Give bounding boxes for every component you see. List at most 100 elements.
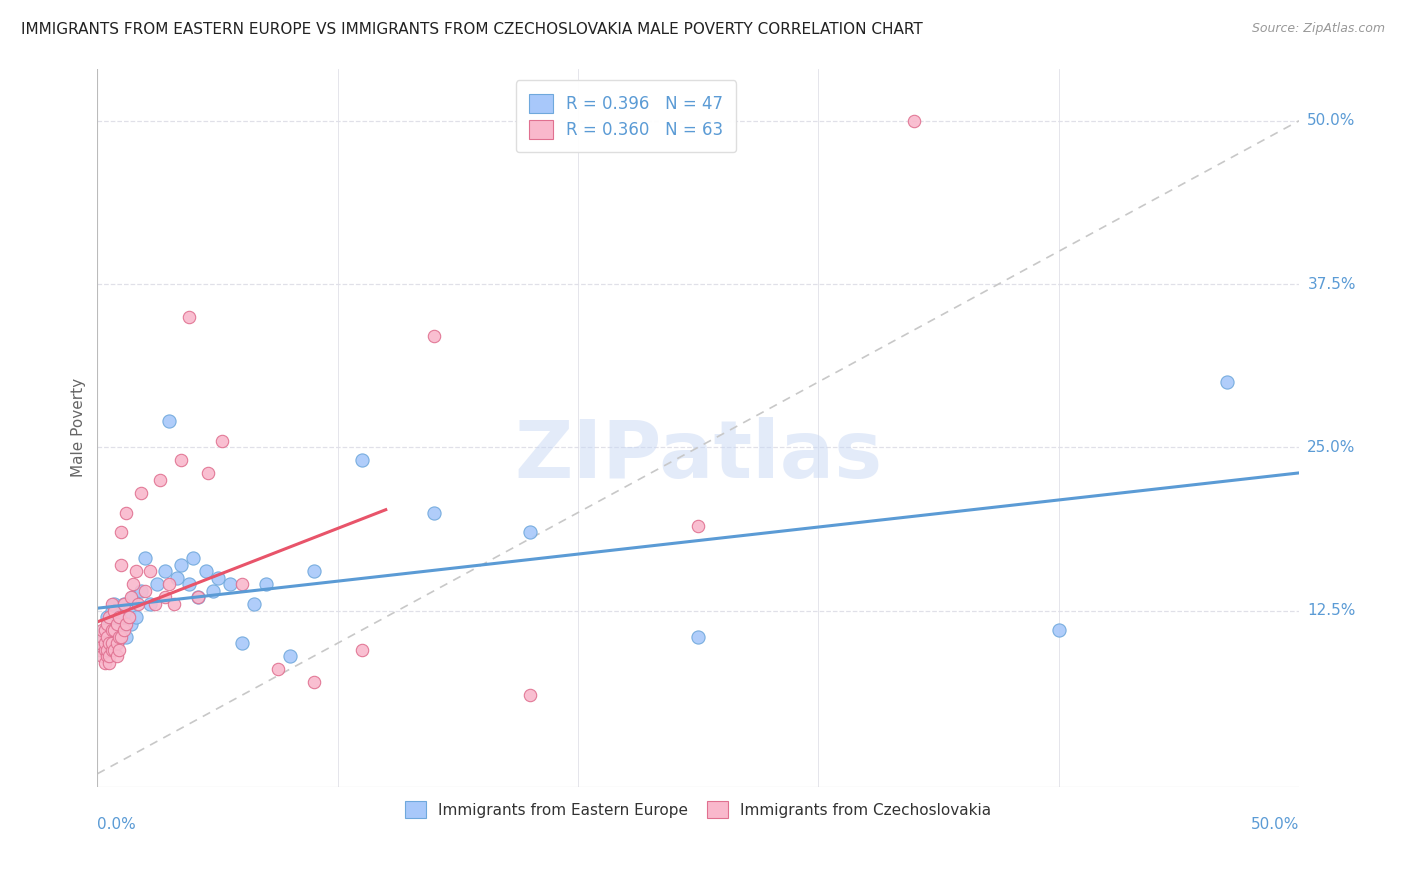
Point bbox=[129, 486, 152, 500]
Point bbox=[139, 565, 162, 579]
Text: 37.5%: 37.5% bbox=[1308, 277, 1355, 292]
Point bbox=[110, 610, 132, 624]
Point bbox=[903, 113, 925, 128]
Text: ZIPatlas: ZIPatlas bbox=[515, 417, 883, 495]
Point bbox=[105, 649, 128, 664]
Point bbox=[93, 636, 115, 650]
Point bbox=[100, 636, 122, 650]
Text: 50.0%: 50.0% bbox=[1308, 113, 1355, 128]
Point bbox=[98, 616, 121, 631]
Text: 25.0%: 25.0% bbox=[1308, 440, 1355, 455]
Point bbox=[183, 551, 205, 566]
Point bbox=[98, 610, 121, 624]
Point bbox=[108, 610, 131, 624]
Point bbox=[519, 689, 541, 703]
Point bbox=[153, 591, 176, 605]
Point bbox=[519, 525, 541, 540]
Point bbox=[122, 591, 145, 605]
Point bbox=[153, 565, 176, 579]
Point bbox=[93, 623, 115, 637]
Point bbox=[218, 577, 240, 591]
Point bbox=[1216, 375, 1239, 389]
Point bbox=[103, 623, 125, 637]
Point bbox=[100, 597, 122, 611]
Point bbox=[350, 453, 373, 467]
Point bbox=[120, 591, 142, 605]
Point bbox=[350, 642, 373, 657]
Point bbox=[98, 630, 121, 644]
Point bbox=[134, 583, 156, 598]
Legend: Immigrants from Eastern Europe, Immigrants from Czechoslovakia: Immigrants from Eastern Europe, Immigran… bbox=[398, 793, 1000, 826]
Point bbox=[115, 630, 138, 644]
Point bbox=[105, 636, 128, 650]
Point bbox=[115, 616, 138, 631]
Point bbox=[110, 558, 132, 572]
Point bbox=[197, 467, 219, 481]
Point bbox=[105, 636, 128, 650]
Point bbox=[96, 642, 118, 657]
Point bbox=[159, 577, 181, 591]
Point bbox=[110, 623, 132, 637]
Point bbox=[100, 603, 122, 617]
Text: 12.5%: 12.5% bbox=[1308, 603, 1355, 618]
Point bbox=[122, 577, 145, 591]
Point bbox=[100, 636, 122, 650]
Point bbox=[96, 649, 118, 664]
Text: IMMIGRANTS FROM EASTERN EUROPE VS IMMIGRANTS FROM CZECHOSLOVAKIA MALE POVERTY CO: IMMIGRANTS FROM EASTERN EUROPE VS IMMIGR… bbox=[21, 22, 922, 37]
Point bbox=[149, 473, 172, 487]
Point bbox=[143, 597, 166, 611]
Point bbox=[302, 675, 325, 690]
Point bbox=[117, 603, 139, 617]
Point bbox=[163, 597, 186, 611]
Point bbox=[166, 571, 188, 585]
Y-axis label: Male Poverty: Male Poverty bbox=[72, 378, 86, 477]
Point bbox=[91, 649, 114, 664]
Point bbox=[103, 642, 125, 657]
Point bbox=[93, 642, 115, 657]
Point bbox=[170, 453, 193, 467]
Point bbox=[266, 662, 288, 676]
Point bbox=[96, 630, 118, 644]
Point bbox=[96, 610, 118, 624]
Point bbox=[117, 610, 139, 624]
Point bbox=[96, 636, 118, 650]
Point bbox=[91, 630, 114, 644]
Point bbox=[688, 630, 710, 644]
Point bbox=[91, 630, 114, 644]
Point bbox=[187, 591, 209, 605]
Point bbox=[89, 636, 111, 650]
Point bbox=[98, 649, 121, 664]
Point bbox=[242, 597, 264, 611]
Point bbox=[170, 558, 193, 572]
Point bbox=[110, 630, 132, 644]
Point bbox=[93, 623, 115, 637]
Point bbox=[201, 583, 224, 598]
Point bbox=[108, 630, 131, 644]
Point bbox=[91, 623, 114, 637]
Point bbox=[120, 616, 142, 631]
Point bbox=[688, 518, 710, 533]
Point bbox=[231, 577, 253, 591]
Point bbox=[139, 597, 162, 611]
Point bbox=[125, 565, 148, 579]
Point bbox=[278, 649, 301, 664]
Point bbox=[93, 642, 115, 657]
Point bbox=[103, 603, 125, 617]
Text: 0.0%: 0.0% bbox=[97, 817, 136, 832]
Point bbox=[177, 310, 200, 324]
Point bbox=[89, 642, 111, 657]
Point bbox=[423, 506, 446, 520]
Point bbox=[112, 597, 135, 611]
Point bbox=[134, 551, 156, 566]
Text: Source: ZipAtlas.com: Source: ZipAtlas.com bbox=[1251, 22, 1385, 36]
Point bbox=[423, 329, 446, 343]
Point bbox=[115, 506, 138, 520]
Point bbox=[98, 656, 121, 670]
Point bbox=[129, 583, 152, 598]
Point bbox=[159, 414, 181, 428]
Point bbox=[211, 434, 233, 448]
Point bbox=[127, 597, 149, 611]
Point bbox=[103, 623, 125, 637]
Point bbox=[112, 597, 135, 611]
Point bbox=[177, 577, 200, 591]
